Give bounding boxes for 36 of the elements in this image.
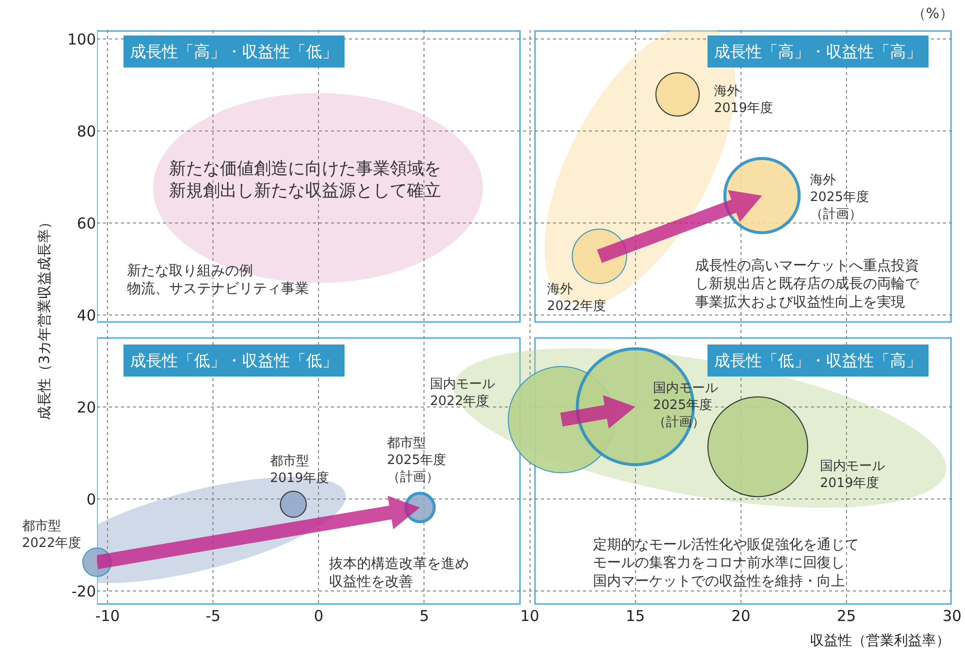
x-axis-title: 収益性（営業利益率） — [810, 633, 950, 649]
y-tick-label: 20 — [76, 398, 96, 416]
x-tick-label: 15 — [626, 607, 645, 625]
annotation: 海外2019年度 — [714, 84, 774, 116]
text: （%） — [912, 6, 954, 22]
x-tick-label: -5 — [206, 607, 221, 625]
y-tick-label: 80 — [76, 122, 96, 140]
annotation: 新たな価値創造に向けた事業領域を新規創出し新たな収益源として確立 — [169, 159, 441, 202]
annotation: 海外2022年度 — [547, 282, 606, 314]
text: 都市型2022年度 — [22, 519, 82, 551]
y-tick-label: 60 — [76, 214, 96, 232]
x-tick-label: 25 — [836, 607, 856, 625]
annotation: 定期的なモール活性化や販促強化を通じてモールの集客力をコロナ前水準に回復し国内マーケットでの収益性を維持・向上 — [593, 537, 859, 590]
x-tick-label: 5 — [419, 607, 429, 625]
annotation: 国内モール2019年度 — [820, 459, 885, 491]
x-tick-label: -10 — [95, 607, 120, 625]
annotation: 成長性「高」・収益性「高」 — [714, 42, 922, 61]
annotation: 成長性「低」・収益性「低」 — [130, 351, 338, 370]
x-tick-label: 0 — [314, 607, 324, 625]
annotation: 新たな取り組みの例物流、サステナビリティ事業 — [127, 263, 309, 298]
annotation: 成長性の高いマーケットへ重点投資し新規出店と既存店の成長の両輪で事業拡大および収益性向上を実現 — [695, 258, 920, 310]
x-tick-label: 30 — [942, 607, 962, 625]
y-tick-label: -20 — [72, 582, 96, 600]
annotation: 抜本的構造改革を進め収益性を改善 — [329, 556, 469, 590]
annotation: 都市型2025年度（計画） — [387, 436, 446, 485]
annotation: 都市型2019年度 — [270, 454, 330, 486]
y-tick-label: 40 — [76, 306, 96, 324]
annotation: 成長性「低」・収益性「高」 — [714, 351, 922, 370]
y-tick-label: 100 — [67, 30, 96, 48]
x-tick-label: 10 — [520, 607, 540, 625]
x-tick-label: 20 — [731, 607, 750, 625]
annotation: 成長性「高」・収益性「低」 — [130, 42, 338, 61]
annotation: 国内モール2022年度 — [430, 377, 495, 409]
annotation: 海外2025年度（計画） — [810, 173, 870, 222]
y-axis-title: 成長性（3カ年営業収益成長率） — [36, 215, 53, 420]
y-tick-label: 0 — [86, 490, 96, 508]
